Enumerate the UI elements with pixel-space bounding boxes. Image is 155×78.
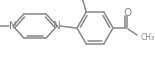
Text: O: O bbox=[123, 8, 131, 18]
Text: N: N bbox=[9, 21, 17, 31]
Text: N: N bbox=[78, 0, 86, 1]
Text: N: N bbox=[53, 21, 61, 31]
Text: O: O bbox=[63, 0, 71, 1]
Text: CH₃: CH₃ bbox=[141, 33, 155, 41]
